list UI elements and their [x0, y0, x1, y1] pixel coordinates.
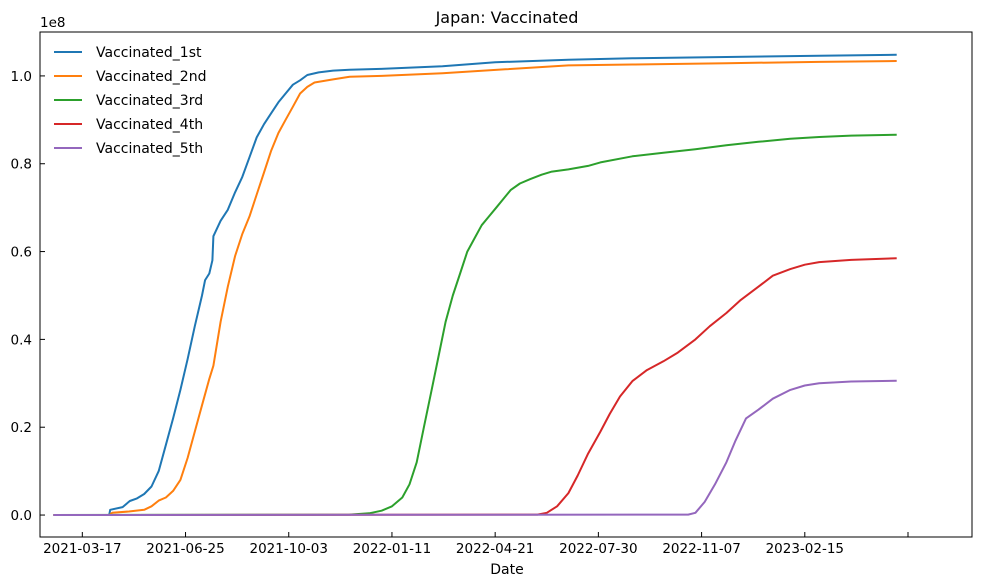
y-tick-label: 0.8	[11, 157, 32, 173]
x-tick-label: 2021-10-03	[250, 541, 328, 557]
y-tick-label: 0.4	[11, 332, 32, 348]
x-tick-label: 2022-04-21	[456, 541, 534, 557]
legend-label: Vaccinated_4th	[96, 117, 203, 133]
series-line-vaccinated-1st	[53, 53, 897, 516]
x-axis-title: Date	[490, 562, 523, 578]
chart-title: Japan: Vaccinated	[435, 8, 579, 27]
y-tick-label: 1.0	[11, 69, 32, 85]
x-tick-label: 2022-01-11	[353, 541, 431, 557]
legend-label: Vaccinated_1st	[96, 45, 202, 61]
legend-label: Vaccinated_5th	[96, 141, 203, 157]
x-tick-label: 2023-02-15	[766, 541, 844, 557]
series-line-vaccinated-2nd	[53, 60, 897, 516]
y-axis: 0.0 0.2 0.4 0.6 0.8 1.0	[11, 69, 45, 524]
x-tick-label: 2021-06-25	[146, 541, 224, 557]
series-layer	[53, 53, 897, 516]
x-tick-label: 2022-11-07	[662, 541, 740, 557]
y-tick-label: 0.0	[11, 508, 32, 524]
series-line-vaccinated-3rd	[53, 133, 897, 516]
x-axis: 2021-03-17 2021-06-25 2021-10-03 2022-01-11…	[43, 532, 909, 557]
x-tick-label: 2021-03-17	[43, 541, 121, 557]
y-tick-label: 0.6	[11, 245, 32, 261]
legend-label: Vaccinated_3rd	[96, 93, 203, 109]
series-line-vaccinated-5th	[53, 379, 897, 516]
series-line-vaccinated-4th	[53, 257, 897, 516]
legend: Vaccinated_1st Vaccinated_2nd Vaccinated_3…	[54, 45, 206, 157]
y-axis-multiplier: 1e8	[40, 15, 65, 31]
plot-area-frame	[39, 31, 973, 538]
legend-label: Vaccinated_2nd	[96, 69, 206, 85]
x-tick-label: 2022-07-30	[559, 541, 637, 557]
y-tick-label: 0.2	[11, 420, 32, 436]
